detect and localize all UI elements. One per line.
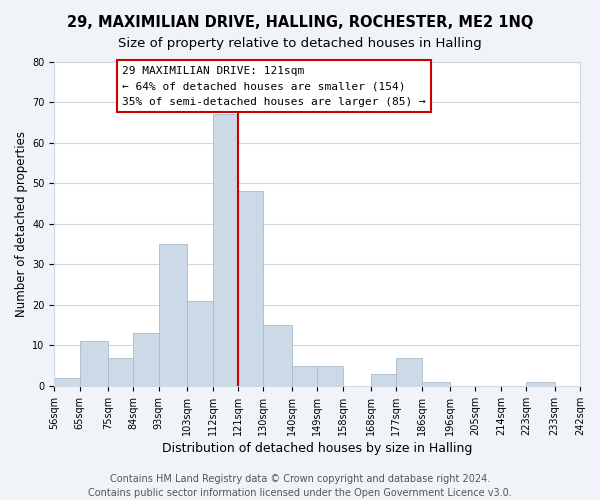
Text: 29 MAXIMILIAN DRIVE: 121sqm
← 64% of detached houses are smaller (154)
35% of se: 29 MAXIMILIAN DRIVE: 121sqm ← 64% of det… <box>122 66 426 107</box>
Bar <box>292 366 317 386</box>
Bar <box>54 378 80 386</box>
Bar <box>159 244 187 386</box>
Bar <box>108 358 133 386</box>
Bar <box>422 382 450 386</box>
Bar <box>212 114 238 386</box>
X-axis label: Distribution of detached houses by size in Halling: Distribution of detached houses by size … <box>162 442 472 455</box>
Bar <box>263 325 292 386</box>
Bar <box>238 192 263 386</box>
Bar <box>371 374 396 386</box>
Bar <box>526 382 554 386</box>
Bar <box>396 358 422 386</box>
Text: Contains HM Land Registry data © Crown copyright and database right 2024.
Contai: Contains HM Land Registry data © Crown c… <box>88 474 512 498</box>
Bar <box>187 301 212 386</box>
Text: Size of property relative to detached houses in Halling: Size of property relative to detached ho… <box>118 38 482 51</box>
Bar <box>133 333 159 386</box>
Bar <box>80 342 108 386</box>
Y-axis label: Number of detached properties: Number of detached properties <box>15 130 28 316</box>
Text: 29, MAXIMILIAN DRIVE, HALLING, ROCHESTER, ME2 1NQ: 29, MAXIMILIAN DRIVE, HALLING, ROCHESTER… <box>67 15 533 30</box>
Bar <box>317 366 343 386</box>
